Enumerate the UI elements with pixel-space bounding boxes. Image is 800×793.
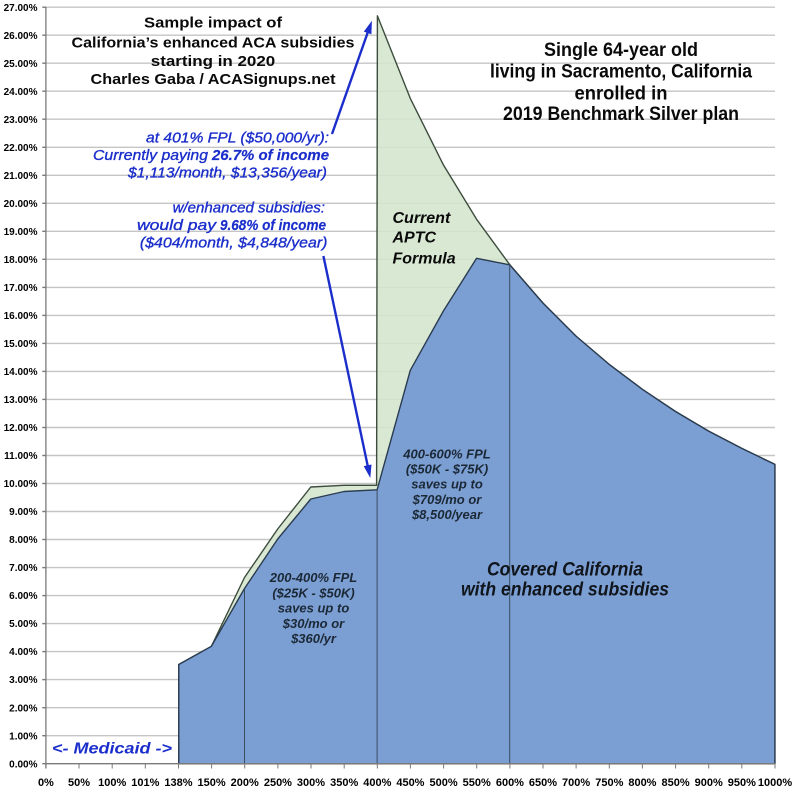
svg-text:100%: 100% <box>98 777 126 789</box>
svg-text:300%: 300% <box>297 777 325 789</box>
svg-text:650%: 650% <box>529 777 557 789</box>
svg-text:18.00%: 18.00% <box>4 255 38 266</box>
svg-text:400%: 400% <box>363 777 391 789</box>
svg-text:750%: 750% <box>595 777 623 789</box>
svg-text:200-400% FPL: 200-400% FPL <box>269 570 357 585</box>
svg-text:($404/month, $4,848/year): ($404/month, $4,848/year) <box>140 234 328 251</box>
svg-text:Covered California: Covered California <box>487 560 643 581</box>
svg-text:19.00%: 19.00% <box>4 227 38 238</box>
svg-text:saves up to: saves up to <box>278 601 350 616</box>
svg-text:Currently paying: Currently paying <box>93 147 209 164</box>
svg-text:17.00%: 17.00% <box>4 283 38 294</box>
svg-text:14.00%: 14.00% <box>4 367 38 378</box>
svg-text:<- Medicaid ->: <- Medicaid -> <box>52 741 172 758</box>
svg-text:starting in 2020: starting in 2020 <box>151 53 276 70</box>
svg-text:2.00%: 2.00% <box>9 703 37 714</box>
svg-text:$8,500/year: $8,500/year <box>411 507 483 522</box>
svg-text:enrolled in: enrolled in <box>575 84 668 105</box>
svg-text:California’s enhanced ACA subs: California’s enhanced ACA subsidies <box>72 35 355 52</box>
svg-text:APTC: APTC <box>392 230 437 247</box>
svg-text:12.00%: 12.00% <box>4 423 38 434</box>
svg-text:3.00%: 3.00% <box>9 675 37 686</box>
svg-text:26.00%: 26.00% <box>4 31 38 42</box>
svg-text:900%: 900% <box>695 777 723 789</box>
svg-text:1.00%: 1.00% <box>9 731 37 742</box>
svg-text:24.00%: 24.00% <box>4 87 38 98</box>
svg-text:150%: 150% <box>198 777 226 789</box>
svg-text:10.00%: 10.00% <box>4 479 38 490</box>
svg-text:450%: 450% <box>396 777 424 789</box>
svg-text:0%: 0% <box>38 777 54 789</box>
svg-text:22.00%: 22.00% <box>4 143 38 154</box>
svg-text:Formula: Formula <box>393 250 456 267</box>
svg-text:0.00%: 0.00% <box>9 759 37 770</box>
svg-text:9.00%: 9.00% <box>9 507 37 518</box>
svg-text:($50K - $75K): ($50K - $75K) <box>406 462 488 477</box>
svg-text:850%: 850% <box>662 777 690 789</box>
svg-text:saves up to: saves up to <box>411 477 483 492</box>
svg-text:Current: Current <box>393 210 451 227</box>
svg-text:8.00%: 8.00% <box>9 535 37 546</box>
svg-text:50%: 50% <box>68 777 90 789</box>
svg-text:950%: 950% <box>728 777 756 789</box>
svg-text:27.00%: 27.00% <box>4 3 38 14</box>
svg-text:1000%: 1000% <box>758 777 792 789</box>
svg-text:$1,113/month, $13,356/year): $1,113/month, $13,356/year) <box>127 165 327 182</box>
svg-text:at 401% FPL ($50,000/yr):: at 401% FPL ($50,000/yr): <box>146 129 329 146</box>
svg-text:$360/yr: $360/yr <box>290 631 337 646</box>
svg-text:20.00%: 20.00% <box>4 199 38 210</box>
svg-text:2019 Benchmark Silver plan: 2019 Benchmark Silver plan <box>503 104 739 125</box>
svg-text:Single 64-year old: Single 64-year old <box>544 40 698 61</box>
svg-text:Charles Gaba / ACASignups.net: Charles Gaba / ACASignups.net <box>91 71 336 88</box>
svg-text:5.00%: 5.00% <box>9 619 37 630</box>
svg-text:4.00%: 4.00% <box>9 647 37 658</box>
svg-text:11.00%: 11.00% <box>4 451 37 462</box>
svg-text:living in Sacramento, Californ: living in Sacramento, California <box>490 61 752 82</box>
svg-text:600%: 600% <box>496 777 524 789</box>
svg-text:500%: 500% <box>430 777 458 789</box>
svg-text:15.00%: 15.00% <box>4 339 38 350</box>
svg-text:138%: 138% <box>164 777 192 789</box>
svg-text:21.00%: 21.00% <box>4 171 38 182</box>
svg-text:9.68% of income: 9.68% of income <box>220 217 326 234</box>
svg-text:800%: 800% <box>628 777 656 789</box>
svg-text:w/enhanced subsidies:: w/enhanced subsidies: <box>173 199 325 216</box>
svg-text:700%: 700% <box>562 777 590 789</box>
svg-text:6.00%: 6.00% <box>9 591 37 602</box>
svg-text:would pay: would pay <box>137 217 218 234</box>
svg-text:16.00%: 16.00% <box>4 311 38 322</box>
svg-text:$709/mo or: $709/mo or <box>412 492 483 507</box>
svg-text:400-600% FPL: 400-600% FPL <box>402 446 490 461</box>
svg-text:26.7% of income: 26.7% of income <box>211 147 329 164</box>
svg-text:350%: 350% <box>330 777 358 789</box>
svg-text:Sample impact of: Sample impact of <box>144 15 283 32</box>
svg-text:101%: 101% <box>131 777 159 789</box>
svg-text:200%: 200% <box>231 777 259 789</box>
svg-text:23.00%: 23.00% <box>4 115 38 126</box>
svg-text:with enhanced subsidies: with enhanced subsidies <box>461 580 669 601</box>
svg-text:25.00%: 25.00% <box>4 59 38 70</box>
svg-text:13.00%: 13.00% <box>4 395 38 406</box>
svg-text:$30/mo or: $30/mo or <box>282 616 345 631</box>
svg-text:250%: 250% <box>264 777 292 789</box>
svg-text:7.00%: 7.00% <box>9 563 37 574</box>
svg-text:550%: 550% <box>463 777 491 789</box>
svg-text:($25K - $50K): ($25K - $50K) <box>272 585 354 600</box>
